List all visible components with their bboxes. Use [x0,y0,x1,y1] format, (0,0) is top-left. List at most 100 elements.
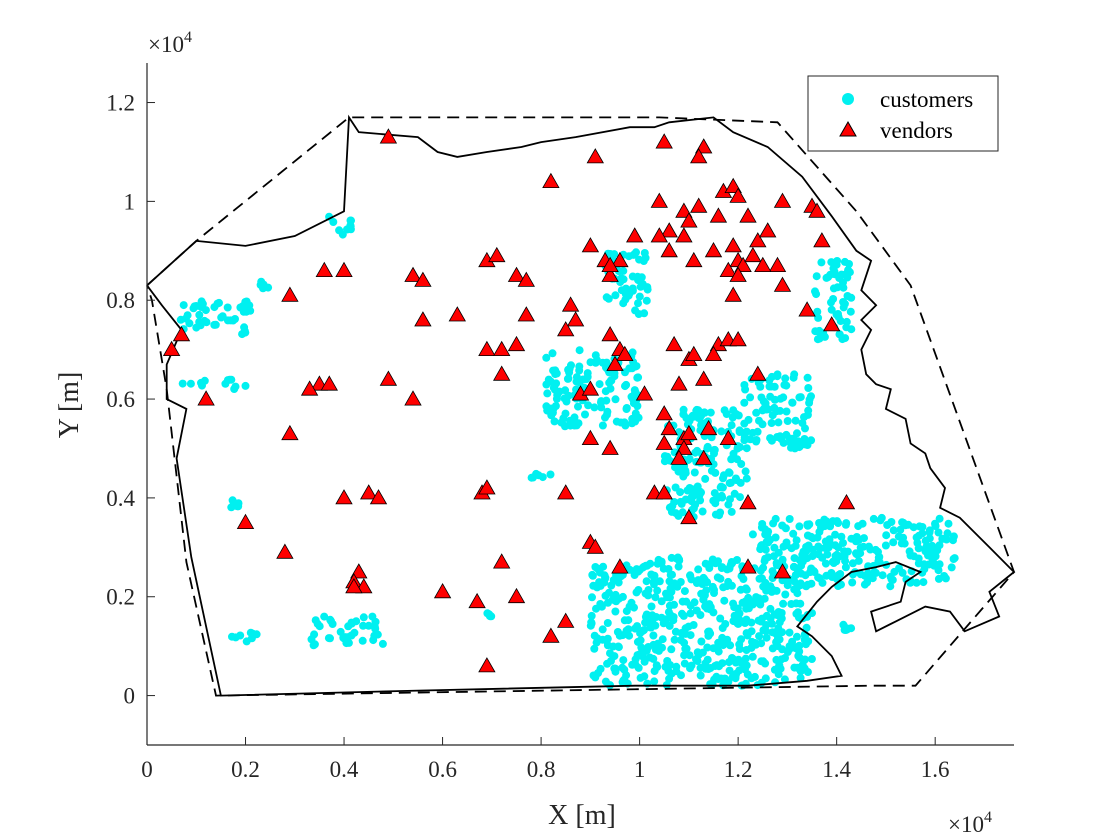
customer-point [336,627,345,636]
customer-point [231,633,240,642]
customer-point [752,408,761,417]
vendor-point [507,587,526,604]
customer-point [791,571,800,579]
customer-point [665,674,674,683]
customer-point [679,472,688,481]
customer-point [804,406,813,415]
x-tick-label: 1 [634,757,646,782]
customer-point [667,553,676,562]
customer-point [680,651,689,660]
customer-point [878,571,887,580]
customer-point [196,321,205,330]
customer-point [726,495,734,504]
customer-point [259,283,268,292]
customer-point [920,565,929,574]
customer-point [852,549,860,558]
customer-point [636,282,645,291]
vendor-point [404,390,422,406]
customer-point [803,580,812,589]
vendor-point [281,286,299,302]
customer-point [781,590,790,599]
vendor-points [162,128,856,673]
vendor-point [601,439,619,455]
customer-point [663,452,672,461]
customer-point [693,446,702,455]
customer-point [768,628,777,637]
customer-point [868,574,877,583]
y-axis-label: Y [m] [54,372,85,439]
vendor-point [606,355,624,371]
customer-point [598,421,607,430]
customer-point [813,307,822,316]
vendor-point [749,232,767,248]
customer-point [606,681,614,690]
customer-point [766,604,775,613]
customer-point [672,667,681,676]
customer-point [176,315,185,324]
customer-point [795,522,804,531]
vendor-point [724,237,742,253]
customer-point [201,306,210,315]
vendor-point [719,429,737,446]
vendor-point [414,271,432,287]
customer-point [765,376,774,385]
customer-point [944,519,953,528]
customer-point [874,553,883,562]
customer-point [793,632,801,641]
customer-point [817,258,826,267]
customer-point [791,644,800,653]
customer-point [864,569,872,578]
customer-point [744,604,753,613]
vendor-point [172,325,191,342]
customer-point [719,474,727,483]
customer-point [731,672,740,681]
customer-point [619,656,628,665]
vendor-point [276,543,294,559]
customer-point [941,574,950,583]
vendor-point [724,286,742,302]
customer-point [876,516,885,525]
vendor-point [685,345,703,362]
customer-point [529,473,537,482]
customer-point [708,680,717,689]
customer-point [630,250,639,259]
customer-point [760,557,769,566]
customer-point [650,677,659,686]
customer-point [805,398,814,407]
customer-point [590,403,599,412]
customer-point [719,583,728,592]
customer-point [647,602,656,611]
customer-point [694,565,703,574]
vendor-point [315,261,333,278]
customer-point [856,570,865,579]
customer-point [653,663,662,671]
x-exponent-power: 4 [984,809,992,826]
customer-point [788,398,797,407]
customer-point [887,518,896,526]
customer-point [657,597,666,606]
customer-point [624,616,633,625]
customer-point [700,591,709,600]
customer-point [778,521,787,530]
customer-point [840,625,849,634]
customer-point [703,442,712,451]
customer-point [234,499,243,508]
customer-point [178,379,187,388]
vendor-point [611,558,629,574]
vendor-point [724,177,742,194]
vendor-point [759,222,777,238]
customer-point [686,571,695,580]
customer-point [718,624,727,632]
customer-point [670,635,679,644]
customer-cluster-16 [839,620,856,634]
customer-point [647,571,656,580]
customer-point [730,603,739,612]
customer-point [779,542,788,551]
customer-point [949,532,958,541]
vendor-point [320,375,338,391]
customer-point [827,298,835,307]
customer-point [703,643,712,652]
customer-point [785,628,794,637]
customer-point [727,558,736,566]
customer-point [575,346,584,355]
